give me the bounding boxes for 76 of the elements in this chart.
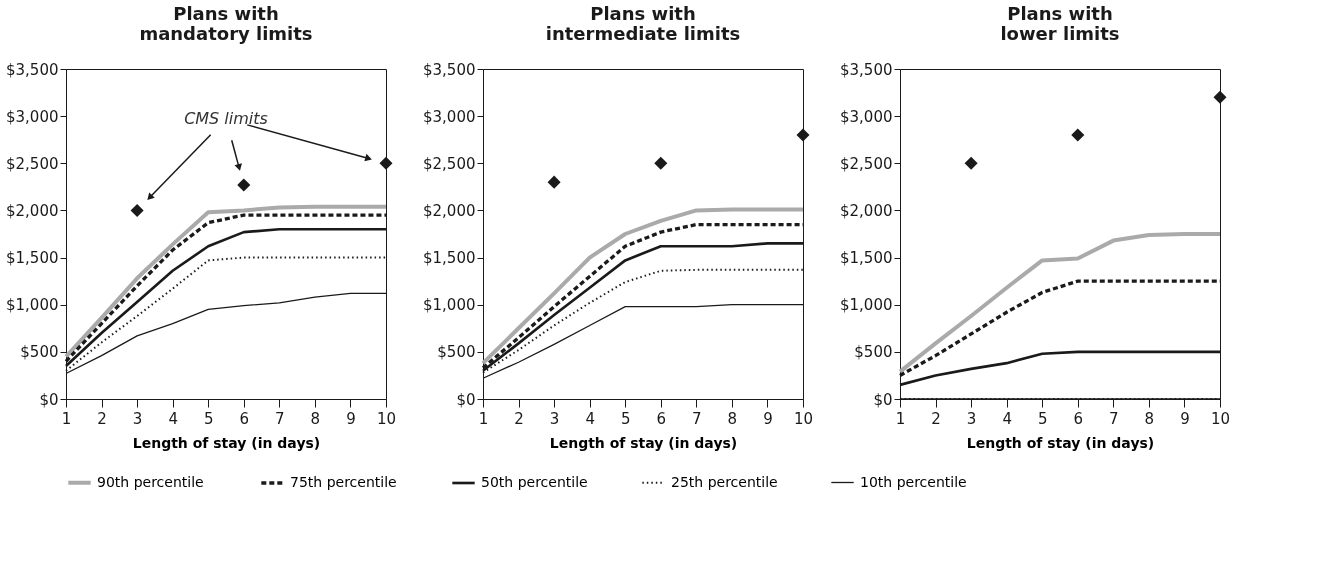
x-tick-label: 10 [376, 409, 397, 428]
x-tick-label: 4 [1002, 409, 1012, 428]
y-tick-label: $0 [873, 390, 893, 409]
x-tick-label: 6 [239, 409, 250, 428]
y-tick-label: $0 [39, 390, 59, 409]
x-tick-label: 1 [895, 409, 906, 428]
y-tick-label: $2,000 [6, 201, 59, 220]
x-axis-title: Length of stay (in days) [549, 434, 738, 451]
y-tick-label: $3,000 [840, 107, 893, 126]
y-tick-label: $1,000 [423, 296, 476, 315]
x-tick-label: 9 [1180, 409, 1190, 428]
y-tick-label: $1,000 [6, 296, 59, 315]
x-tick-label: 5 [1037, 409, 1048, 428]
y-tick-label: $2,000 [423, 201, 476, 220]
y-tick-label: $3,000 [6, 107, 59, 126]
x-tick-label: 2 [97, 409, 107, 428]
x-tick-label: 8 [1144, 409, 1155, 428]
x-tick-label: 1 [478, 409, 489, 428]
x-tick-label: 9 [763, 409, 773, 428]
legend-label: 10th percentile [860, 473, 967, 490]
x-tick-label: 7 [275, 409, 285, 428]
chart-title: Plans with mandatory limits [139, 3, 313, 44]
y-tick-label: $3,000 [423, 107, 476, 126]
x-tick-label: 1 [61, 409, 72, 428]
y-tick-label: $3,500 [840, 60, 893, 79]
y-tick-label: $2,500 [6, 154, 59, 173]
x-tick-label: 6 [1073, 409, 1084, 428]
y-tick-label: $500 [20, 343, 59, 362]
x-tick-label: 5 [620, 409, 631, 428]
legend-label: 25th percentile [671, 473, 778, 490]
y-tick-label: $500 [854, 343, 893, 362]
x-tick-label: 7 [692, 409, 702, 428]
legend-label: 75th percentile [290, 474, 397, 490]
point [130, 203, 144, 217]
x-tick-label: 8 [310, 409, 321, 428]
point [964, 156, 978, 170]
x-tick-label: 3 [966, 409, 977, 428]
point [796, 128, 810, 142]
x-tick-label: 4 [168, 409, 178, 428]
x-tick-label: 10 [1210, 409, 1231, 428]
legend-label: 50th percentile [481, 474, 588, 490]
x-tick-label: 7 [1109, 409, 1119, 428]
y-tick-label: $1,500 [6, 249, 59, 268]
y-tick-label: $3,500 [6, 60, 59, 79]
legend-label: 90th percentile [97, 473, 204, 490]
x-tick-label: 4 [585, 409, 595, 428]
x-axis-title: Length of stay (in days) [132, 434, 321, 451]
x-tick-label: 5 [203, 409, 214, 428]
y-tick-label: $2,000 [840, 201, 893, 220]
y-tick-label: $0 [456, 390, 476, 409]
point [654, 156, 668, 170]
x-tick-label: 2 [514, 409, 524, 428]
x-tick-label: 3 [549, 409, 560, 428]
point [237, 178, 251, 192]
x-tick-label: 8 [727, 409, 738, 428]
y-tick-label: $2,500 [423, 154, 476, 173]
point [379, 156, 393, 170]
x-tick-label: 9 [346, 409, 356, 428]
y-tick-label: $3,500 [423, 60, 476, 79]
chart-title: Plans with intermediate limits [545, 3, 741, 44]
x-tick-label: 10 [793, 409, 814, 428]
x-axis-title: Length of stay (in days) [966, 434, 1155, 451]
x-tick-label: 6 [656, 409, 667, 428]
y-tick-label: $2,500 [840, 154, 893, 173]
x-tick-label: 2 [931, 409, 941, 428]
point [547, 175, 561, 189]
chart-title: Plans with lower limits [1000, 3, 1120, 44]
x-tick-label: 3 [132, 409, 143, 428]
line-series [898, 232, 1222, 374]
y-tick-label: $1,500 [840, 249, 893, 268]
point [1071, 128, 1085, 142]
y-tick-label: $1,500 [423, 249, 476, 268]
point [1213, 90, 1227, 104]
annotation: CMS limits [184, 109, 268, 128]
y-tick-label: $1,000 [840, 296, 893, 315]
y-tick-label: $500 [437, 343, 476, 362]
